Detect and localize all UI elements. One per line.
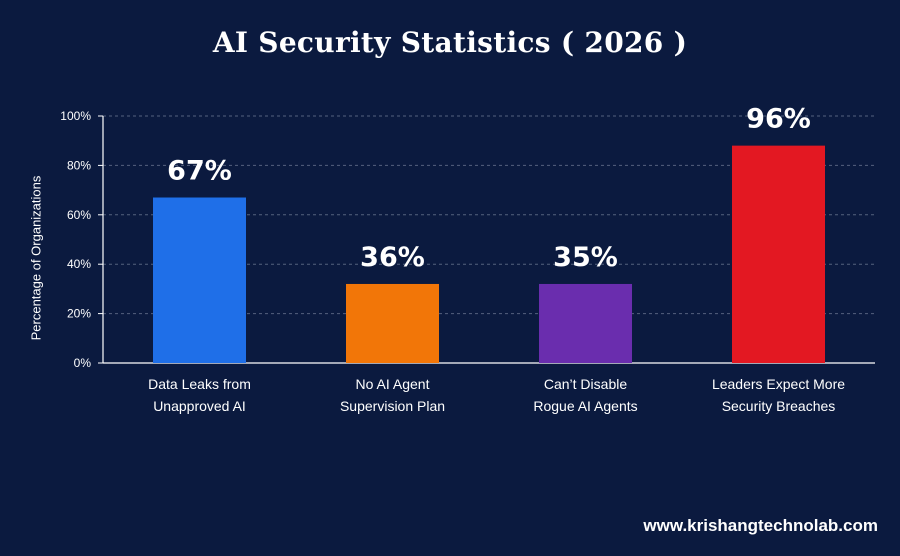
x-tick-label: No AI Agent bbox=[356, 376, 430, 392]
y-tick-label: 100% bbox=[60, 109, 91, 123]
data-label: 35% bbox=[553, 242, 618, 273]
x-tick-label: Unapproved AI bbox=[153, 398, 246, 414]
bar bbox=[153, 197, 246, 363]
bar bbox=[732, 145, 825, 363]
data-label: 36% bbox=[360, 242, 425, 273]
data-label: 67% bbox=[167, 156, 232, 187]
bar bbox=[346, 283, 439, 363]
x-tick-label: Leaders Expect More bbox=[712, 376, 845, 392]
y-tick-label: 80% bbox=[67, 158, 91, 172]
x-tick-label: Security Breaches bbox=[722, 398, 836, 414]
y-tick-label: 20% bbox=[67, 307, 91, 321]
website-watermark: www.krishangtechnolab.com bbox=[643, 516, 878, 535]
chart-title: AI Security Statistics ( 2026 ) bbox=[212, 26, 688, 59]
data-label: 96% bbox=[746, 104, 811, 135]
x-tick-label: Data Leaks from bbox=[148, 376, 251, 392]
bar bbox=[539, 283, 632, 363]
x-tick-label: Rogue AI Agents bbox=[533, 398, 637, 414]
y-axis-label: Percentage of Organizations bbox=[28, 175, 44, 341]
y-tick-label: 0% bbox=[74, 356, 92, 370]
x-tick-label: Can’t Disable bbox=[544, 376, 627, 392]
y-tick-label: 60% bbox=[67, 208, 91, 222]
x-tick-label: Supervision Plan bbox=[340, 398, 445, 414]
y-tick-label: 40% bbox=[67, 257, 91, 271]
